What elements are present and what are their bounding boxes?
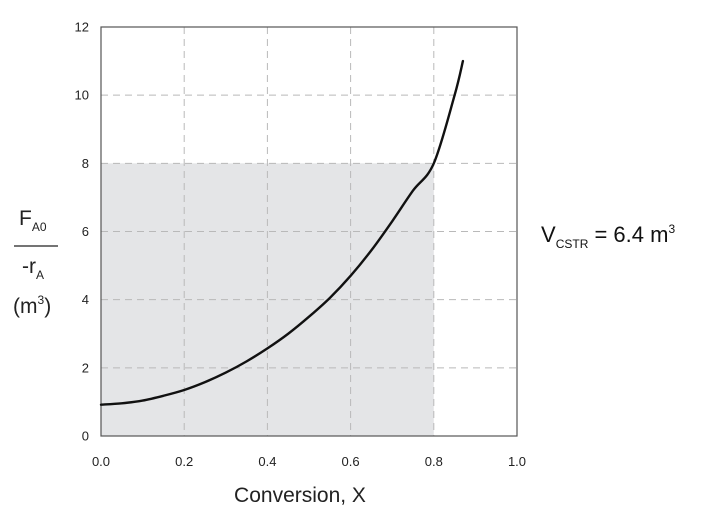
curve-layer <box>99 59 465 406</box>
x-tick-label: 0.2 <box>175 454 193 469</box>
y-label-unit: (m3) <box>13 293 51 318</box>
y-tick-label: 10 <box>75 88 89 103</box>
series-line <box>99 59 465 406</box>
y-label-denominator: -rA <box>22 255 44 282</box>
y-tick-label: 8 <box>82 156 89 171</box>
y-tick-label: 6 <box>82 224 89 239</box>
y-tick-label: 2 <box>82 360 89 375</box>
grid-layer <box>101 27 517 436</box>
y-tick-label: 4 <box>82 292 89 307</box>
x-axis-title: Conversion, X <box>234 484 366 507</box>
x-tick-labels: 0.0 0.2 0.4 0.6 0.8 1.0 <box>92 454 526 469</box>
y-tick-labels: 0 2 4 6 8 10 12 <box>75 20 89 444</box>
x-tick-label: 0.0 <box>92 454 110 469</box>
x-tick-label: 0.4 <box>258 454 276 469</box>
volume-annotation: VCSTR = 6.4 m3 <box>541 222 675 251</box>
y-label-numerator: FA0 <box>19 207 47 234</box>
y-axis-title: FA0 -rA (m3) <box>13 207 58 318</box>
x-tick-label: 1.0 <box>508 454 526 469</box>
plot-frame <box>100 26 518 437</box>
y-tick-label: 12 <box>75 20 89 35</box>
x-tick-label: 0.8 <box>425 454 443 469</box>
y-tick-label: 0 <box>82 429 89 444</box>
x-tick-label: 0.6 <box>342 454 360 469</box>
